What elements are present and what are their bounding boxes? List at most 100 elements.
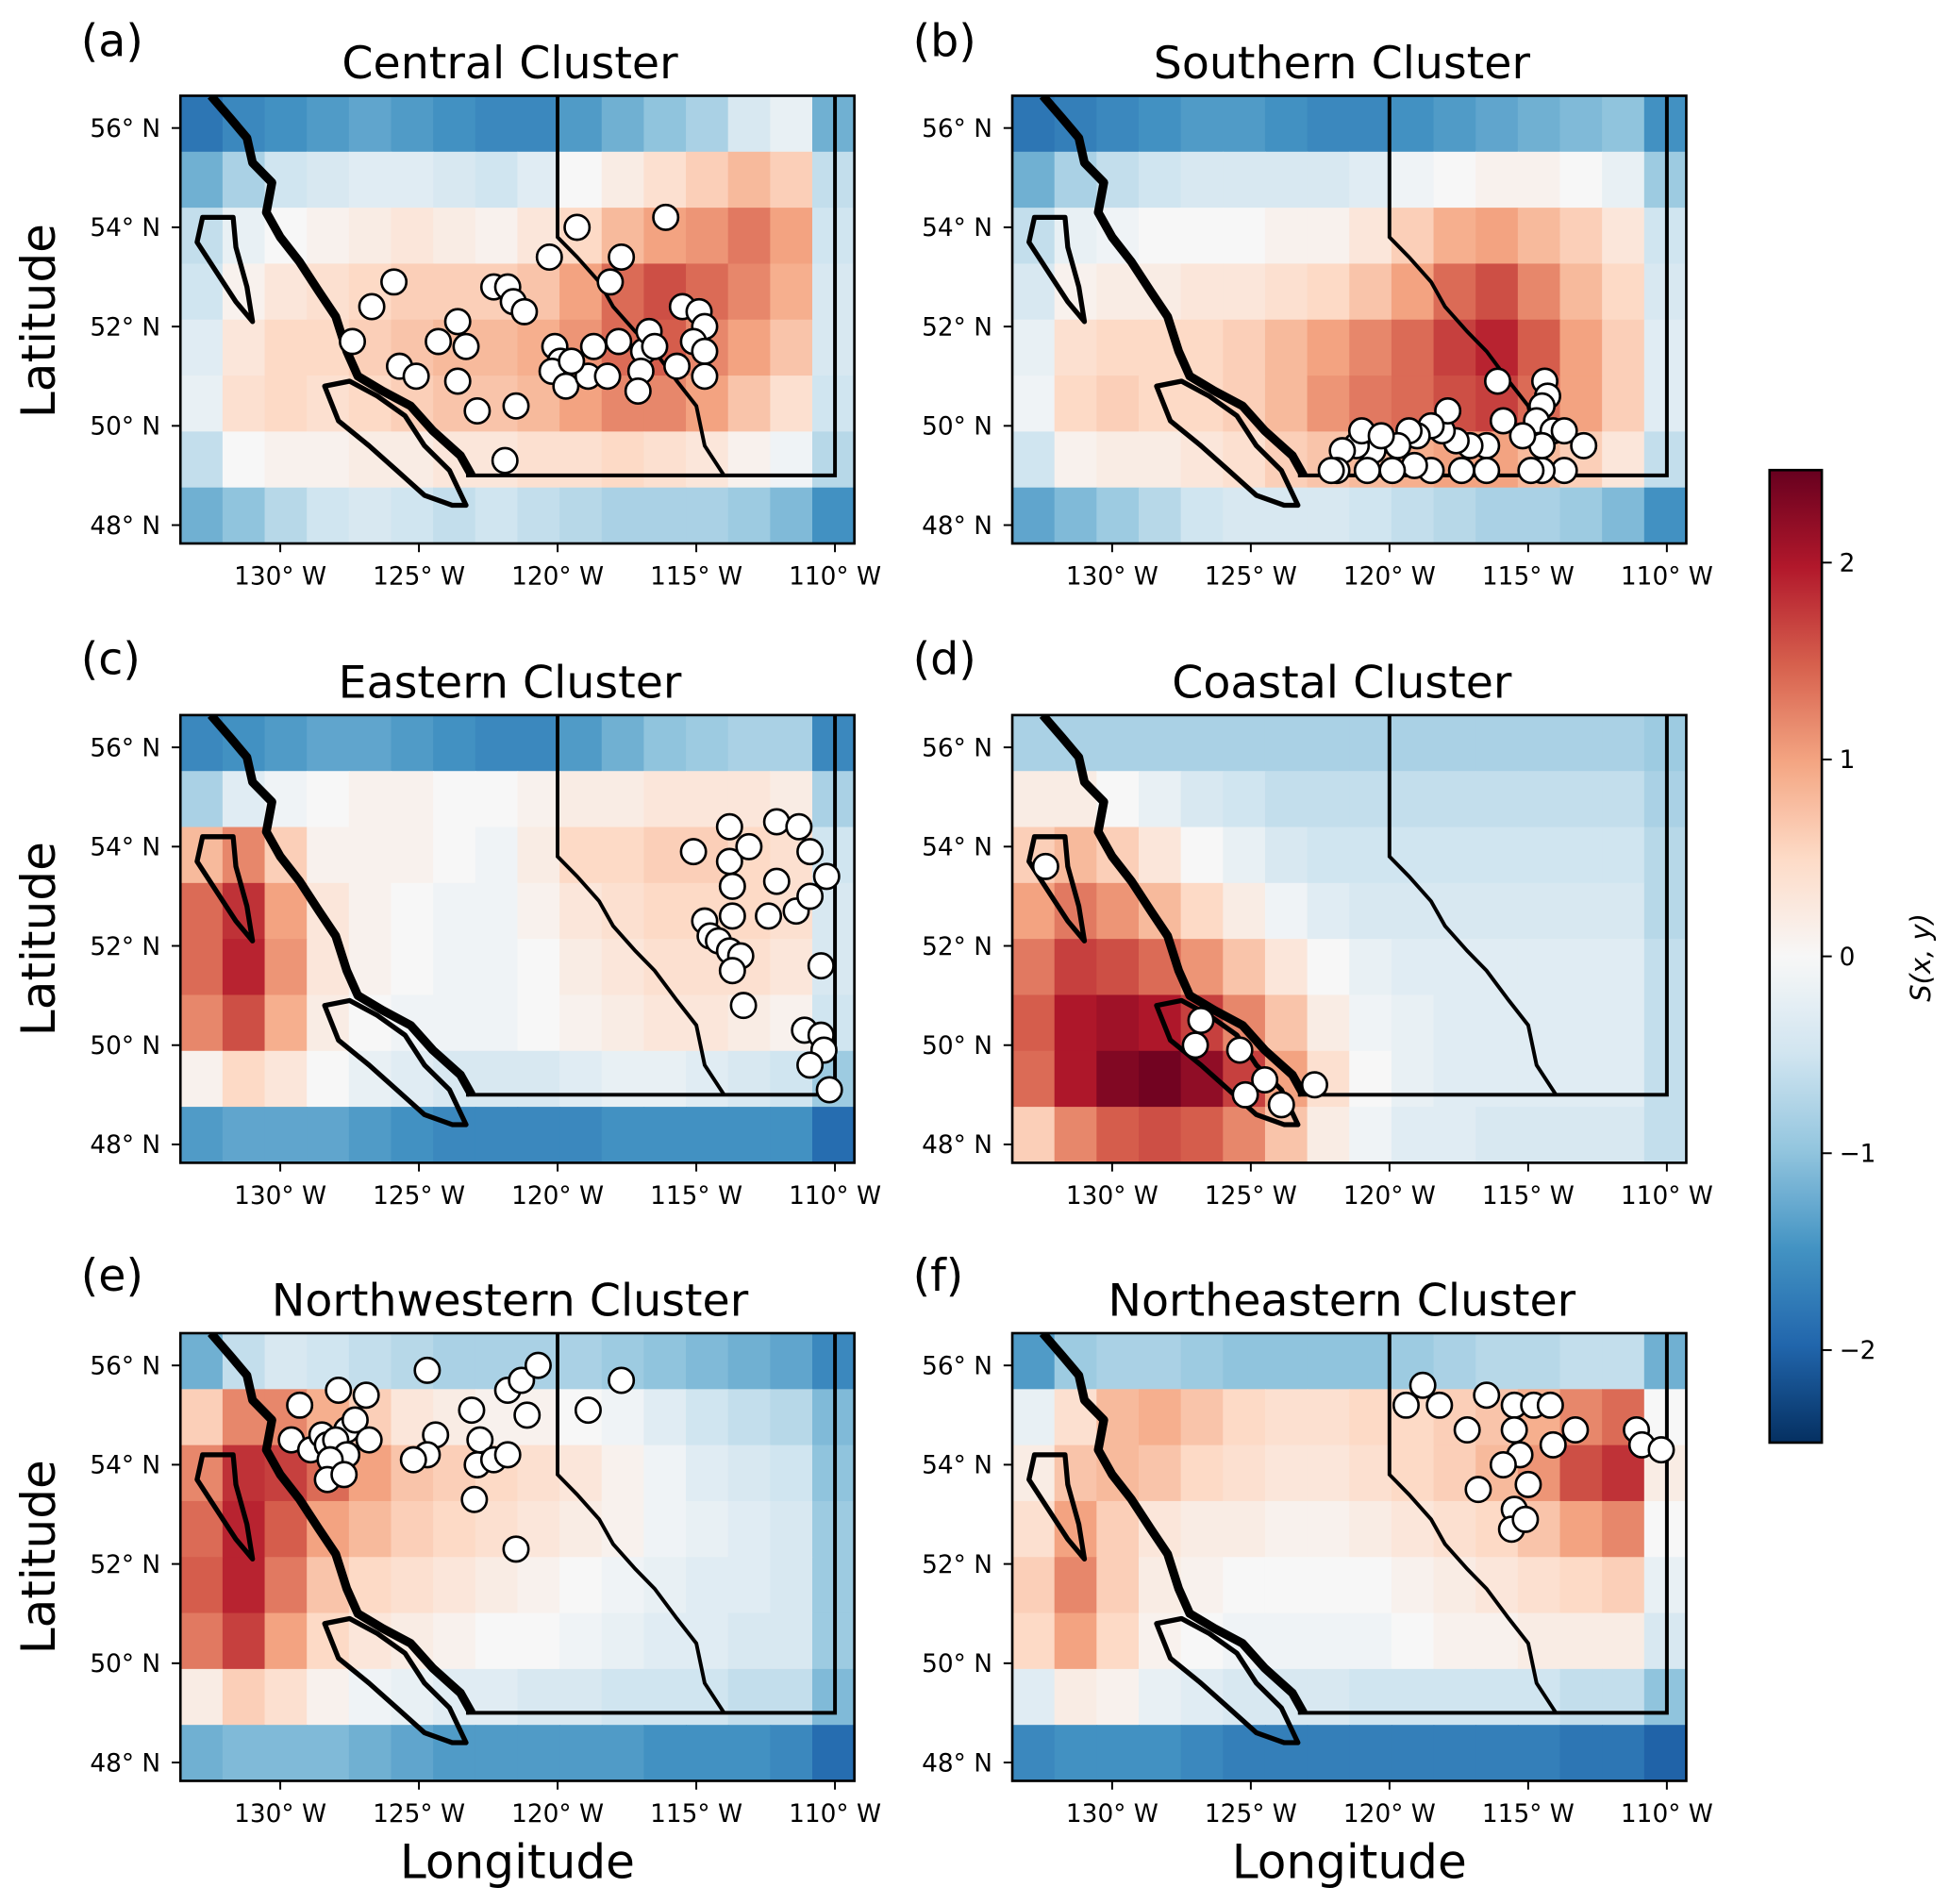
y-axis-label-row2: Latitude — [11, 842, 66, 1036]
heatmap-cell — [770, 1612, 813, 1670]
heatmap-cell — [559, 95, 603, 153]
heatmap-cell — [686, 95, 729, 153]
station-marker — [413, 1356, 442, 1384]
y-tick-label: 54° N — [90, 214, 160, 242]
heatmap-cell — [1559, 1445, 1603, 1502]
x-tick-label: 130° W — [234, 1800, 326, 1829]
heatmap-cell — [1307, 1500, 1351, 1559]
axes-frame — [178, 1331, 856, 1782]
panel-c: 130° W 125° W 120° W 115° W 110° W 48° N 50° N… — [81, 633, 881, 1211]
heatmap-cell — [1349, 1500, 1392, 1559]
panel-label: (f) — [913, 1250, 964, 1302]
heatmap-cell — [1475, 1668, 1519, 1726]
heatmap-cell — [643, 1332, 687, 1391]
heatmap-cell — [222, 1107, 266, 1163]
station-marker — [513, 1401, 542, 1429]
heatmap-cell — [222, 376, 266, 433]
heatmap-cell — [727, 263, 772, 321]
heatmap-cell — [1264, 994, 1308, 1052]
heatmap-cell — [1223, 431, 1266, 489]
heatmap-cell — [601, 1500, 645, 1559]
heatmap-cell — [559, 1725, 603, 1781]
x-tick-label: 115° W — [1482, 563, 1575, 592]
station-marker — [608, 242, 636, 271]
heatmap-cell — [1517, 487, 1561, 544]
heatmap-cell — [264, 431, 308, 489]
heatmap-cell — [475, 827, 519, 884]
station-marker — [762, 808, 791, 836]
heatmap-cell — [1180, 714, 1225, 773]
heatmap-cell — [264, 95, 308, 153]
heatmap-cell — [1012, 487, 1056, 544]
heatmap-cell — [1391, 1050, 1435, 1108]
heatmap-cell — [1180, 827, 1225, 884]
heatmap-cell — [1517, 1557, 1561, 1614]
heatmap-cell — [264, 1050, 308, 1108]
alberta-border — [1387, 714, 1558, 1096]
heatmap-cell — [1349, 1668, 1392, 1726]
heatmap-cell — [1180, 263, 1225, 321]
heatmap-cell — [727, 1612, 772, 1670]
heatmap-cell — [1012, 1050, 1056, 1108]
heatmap-cell — [1517, 882, 1561, 940]
y-tick-label: 48° N — [922, 1131, 992, 1160]
heatmap-cell — [1559, 208, 1603, 265]
heatmap-cell — [1602, 882, 1645, 940]
heatmap-cell — [1602, 319, 1645, 376]
heatmap-cell — [1517, 994, 1561, 1052]
station-marker — [355, 1426, 383, 1454]
heatmap-cell — [433, 939, 476, 996]
station-marker — [1181, 1031, 1209, 1060]
heatmap-cell — [1559, 1612, 1603, 1670]
border-line — [466, 95, 838, 477]
heatmap-cell — [770, 319, 813, 376]
heatmap-cell — [1264, 1332, 1308, 1391]
heatmap-cell — [222, 1389, 266, 1446]
x-tick-label: 110° W — [789, 1800, 881, 1829]
heatmap-cell — [1180, 1332, 1225, 1391]
heatmap-cell — [1391, 1445, 1435, 1502]
heatmap-cell — [1096, 1612, 1140, 1670]
heatmap-cell — [348, 882, 392, 940]
axes-frame — [178, 94, 856, 545]
heatmap-cell — [307, 95, 350, 153]
heatmap-cell — [812, 1725, 855, 1781]
heatmap-cell — [601, 994, 645, 1052]
map-area — [1012, 95, 1687, 544]
heatmap-cell — [264, 1557, 308, 1614]
heatmap-cell — [1307, 376, 1351, 433]
y-tick-label: 50° N — [922, 1032, 992, 1061]
heatmap-cell — [1264, 95, 1308, 153]
heatmap-cell — [1264, 487, 1308, 544]
axes-frame — [1010, 713, 1688, 1164]
alberta-border — [556, 714, 726, 1096]
heatmap-cell — [643, 1050, 687, 1108]
heatmap-cell — [601, 714, 645, 773]
heatmap-cell — [1349, 1332, 1392, 1391]
heatmap-cell — [1602, 1612, 1645, 1670]
heatmap-cell — [1139, 208, 1182, 265]
heatmap-cell — [1139, 1445, 1182, 1502]
heatmap-cell — [180, 151, 224, 209]
heatmap-cell — [1349, 1445, 1392, 1502]
y-tick-label: 56° N — [90, 1352, 160, 1380]
heatmap-cell — [1096, 714, 1140, 773]
heatmap-cell — [391, 1557, 434, 1614]
heatmap-cell — [433, 1332, 476, 1391]
x-tick-label: 110° W — [789, 563, 881, 592]
heatmap-cell — [1054, 1612, 1098, 1670]
heatmap-cell — [1264, 827, 1308, 884]
heatmap-cell — [559, 771, 603, 828]
heatmap-cell — [1391, 263, 1435, 321]
map-area — [1012, 1332, 1687, 1781]
x-axis-label-right: Longitude — [1232, 1834, 1467, 1889]
haida-gwaii-outline — [194, 834, 256, 944]
heatmap-cell — [1307, 939, 1351, 996]
heatmap-cell — [770, 263, 813, 321]
heatmap-cell — [475, 1612, 519, 1670]
heatmap-cell — [601, 431, 645, 489]
heatmap-cell — [601, 771, 645, 828]
station-marker — [641, 332, 669, 360]
heatmap-cell — [1475, 208, 1519, 265]
heatmap-cell — [348, 208, 392, 265]
